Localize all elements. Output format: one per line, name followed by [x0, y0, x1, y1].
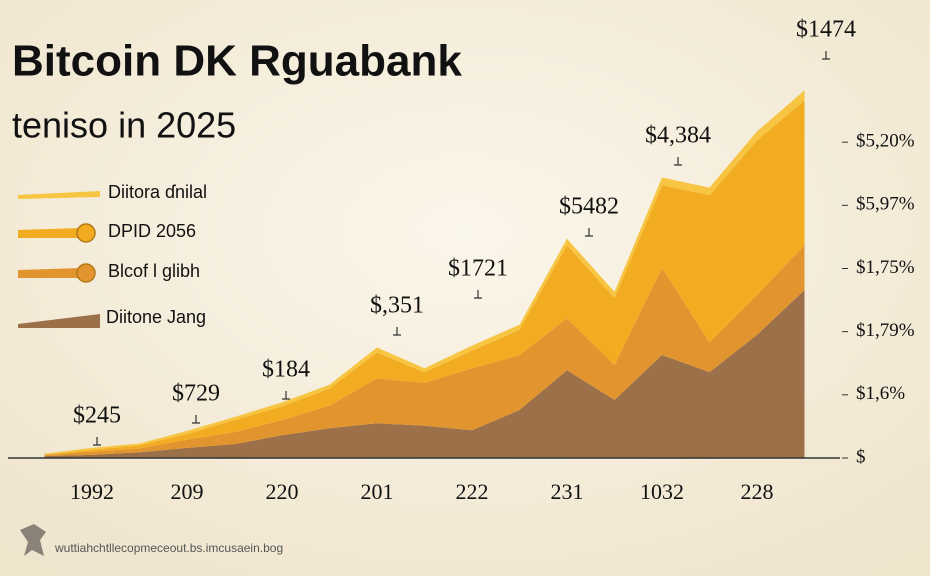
- legend-label: Blcof l glibh: [108, 261, 200, 281]
- x-tick-label: 201: [361, 479, 394, 504]
- annotation-pin: [192, 415, 200, 424]
- annotation: $1721: [448, 256, 508, 282]
- annotation: $4,384: [645, 123, 711, 149]
- annotation-pin: [585, 228, 593, 237]
- y-tick-label: $1,6%: [856, 383, 905, 404]
- y-tick-label: $1,75%: [856, 257, 915, 278]
- x-tick-label: 220: [266, 479, 299, 504]
- legend-swatch: [18, 191, 100, 199]
- annotation-pin: [282, 391, 290, 400]
- y-tick-label: $5,97%: [856, 194, 915, 215]
- annotation-pin: [393, 327, 401, 336]
- annotation-pin: [474, 290, 482, 299]
- x-tick-label: 222: [456, 479, 489, 504]
- source-icon: [20, 524, 46, 556]
- legend-swatch: [18, 228, 80, 238]
- x-tick-label: 228: [741, 479, 774, 504]
- area: [44, 289, 805, 458]
- legend-coin: [76, 263, 96, 283]
- annotation-pin: [93, 437, 101, 446]
- annotation-pin: [674, 157, 682, 166]
- y-tick-label: $5,20%: [856, 131, 915, 152]
- chart-subtitle: teniso in 2025: [12, 105, 236, 146]
- x-tick-label: 231: [551, 479, 584, 504]
- legend-label: DPID 2056: [108, 221, 196, 241]
- annotation: $184: [262, 357, 310, 383]
- annotation: $,351: [370, 293, 424, 319]
- y-tick-label: $1,79%: [856, 320, 915, 341]
- annotation: $5482: [559, 194, 619, 220]
- legend-label: Diitone Jang: [106, 307, 206, 327]
- area: [44, 245, 805, 457]
- x-tick-label: 209: [171, 479, 204, 504]
- annotation: $245: [73, 403, 121, 429]
- chart-title: Bitcoin DK Rguabank: [12, 37, 462, 86]
- annotation: $1474: [796, 17, 856, 43]
- y-tick-label: $: [856, 446, 866, 467]
- area: [44, 100, 805, 455]
- annotation: $729: [172, 381, 220, 407]
- x-tick-label: 1032: [640, 479, 684, 504]
- legend-swatch: [18, 314, 100, 328]
- legend-coin: [76, 223, 96, 243]
- x-tick-label: 1992: [70, 479, 114, 504]
- legend-swatch: [18, 268, 80, 278]
- source: wuttiahchtllecopmeceout.bs.imcusaein.bog: [54, 541, 283, 555]
- legend-label: Diitora ɗnilal: [108, 182, 207, 202]
- annotation-pin: [822, 51, 830, 60]
